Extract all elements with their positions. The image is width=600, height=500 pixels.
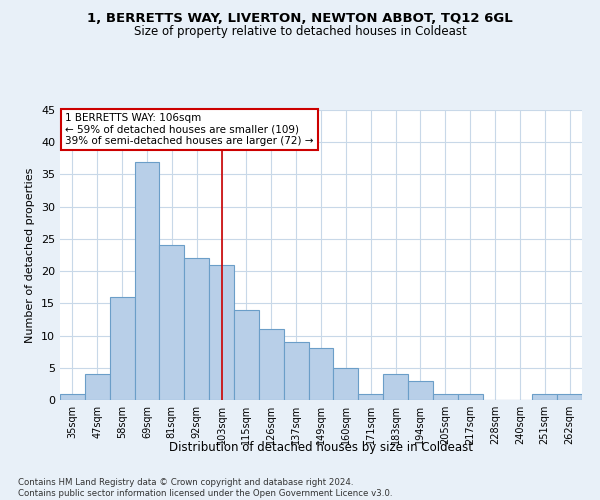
Text: Size of property relative to detached houses in Coldeast: Size of property relative to detached ho… [134,25,466,38]
Bar [532,394,557,400]
Bar [134,162,160,400]
Text: 1 BERRETTS WAY: 106sqm
← 59% of detached houses are smaller (109)
39% of semi-de: 1 BERRETTS WAY: 106sqm ← 59% of detached… [65,113,314,146]
Bar [60,394,85,400]
Bar [234,310,259,400]
Text: Contains HM Land Registry data © Crown copyright and database right 2024.
Contai: Contains HM Land Registry data © Crown c… [18,478,392,498]
Bar [308,348,334,400]
Bar [85,374,110,400]
Bar [408,380,433,400]
Bar [259,329,284,400]
Bar [458,394,482,400]
Bar [209,264,234,400]
Bar [358,394,383,400]
Bar [557,394,582,400]
Bar [383,374,408,400]
Bar [334,368,358,400]
Bar [284,342,308,400]
Bar [433,394,458,400]
Bar [110,297,134,400]
Bar [160,246,184,400]
Text: 1, BERRETTS WAY, LIVERTON, NEWTON ABBOT, TQ12 6GL: 1, BERRETTS WAY, LIVERTON, NEWTON ABBOT,… [87,12,513,26]
Y-axis label: Number of detached properties: Number of detached properties [25,168,35,342]
Text: Distribution of detached houses by size in Coldeast: Distribution of detached houses by size … [169,441,473,454]
Bar [184,258,209,400]
